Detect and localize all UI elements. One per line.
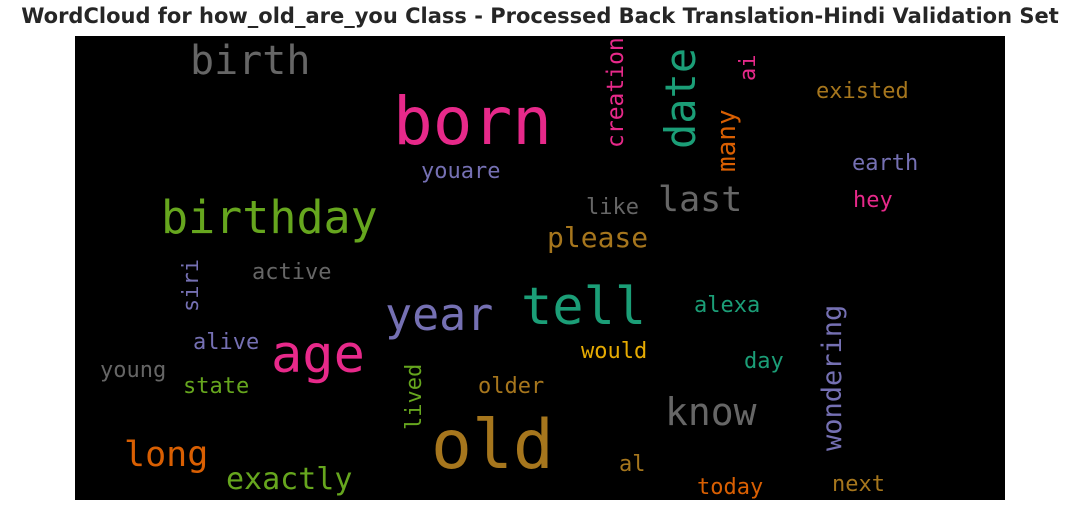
word-date: date (656, 48, 705, 149)
word-please: please (547, 221, 648, 254)
word-born: born (393, 83, 552, 160)
word-lived: lived (402, 364, 427, 430)
word-siri: siri (179, 259, 204, 312)
word-last: last (658, 180, 742, 220)
word-youare: youare (421, 159, 500, 184)
word-creation: creation (603, 37, 629, 148)
chart-title: WordCloud for how_old_are_you Class - Pr… (21, 4, 1059, 28)
word-hey: hey (853, 188, 893, 213)
word-many: many (712, 109, 742, 172)
word-age: age (271, 325, 365, 385)
word-birth: birth (190, 38, 310, 84)
word-today: today (697, 475, 763, 500)
word-long: long (124, 435, 208, 475)
word-tell: tell (521, 277, 646, 337)
word-young: young (100, 358, 166, 383)
word-older: older (478, 374, 544, 399)
word-active: active (252, 260, 331, 285)
word-alive: alive (193, 330, 259, 355)
word-like: like (586, 195, 639, 220)
word-state: state (183, 374, 249, 399)
word-alexa: alexa (694, 293, 760, 318)
word-ai: ai (736, 55, 761, 82)
words-layer: birth born creation date ai many existed earth y… (100, 37, 918, 500)
word-would: would (581, 339, 647, 364)
word-exactly: exactly (226, 462, 352, 497)
word-birthday: birthday (161, 191, 378, 244)
cloud-background (75, 36, 1005, 500)
word-know: know (665, 390, 757, 434)
word-earth: earth (852, 151, 918, 176)
word-existed: existed (816, 79, 909, 104)
word-day: day (744, 349, 784, 374)
word-cloud: birth born creation date ai many existed earth y… (75, 36, 1005, 500)
word-al: al (619, 452, 646, 477)
word-year: year (385, 288, 493, 341)
word-next: next (832, 472, 885, 497)
word-wondering: wondering (817, 305, 848, 451)
word-old: old (431, 406, 554, 485)
